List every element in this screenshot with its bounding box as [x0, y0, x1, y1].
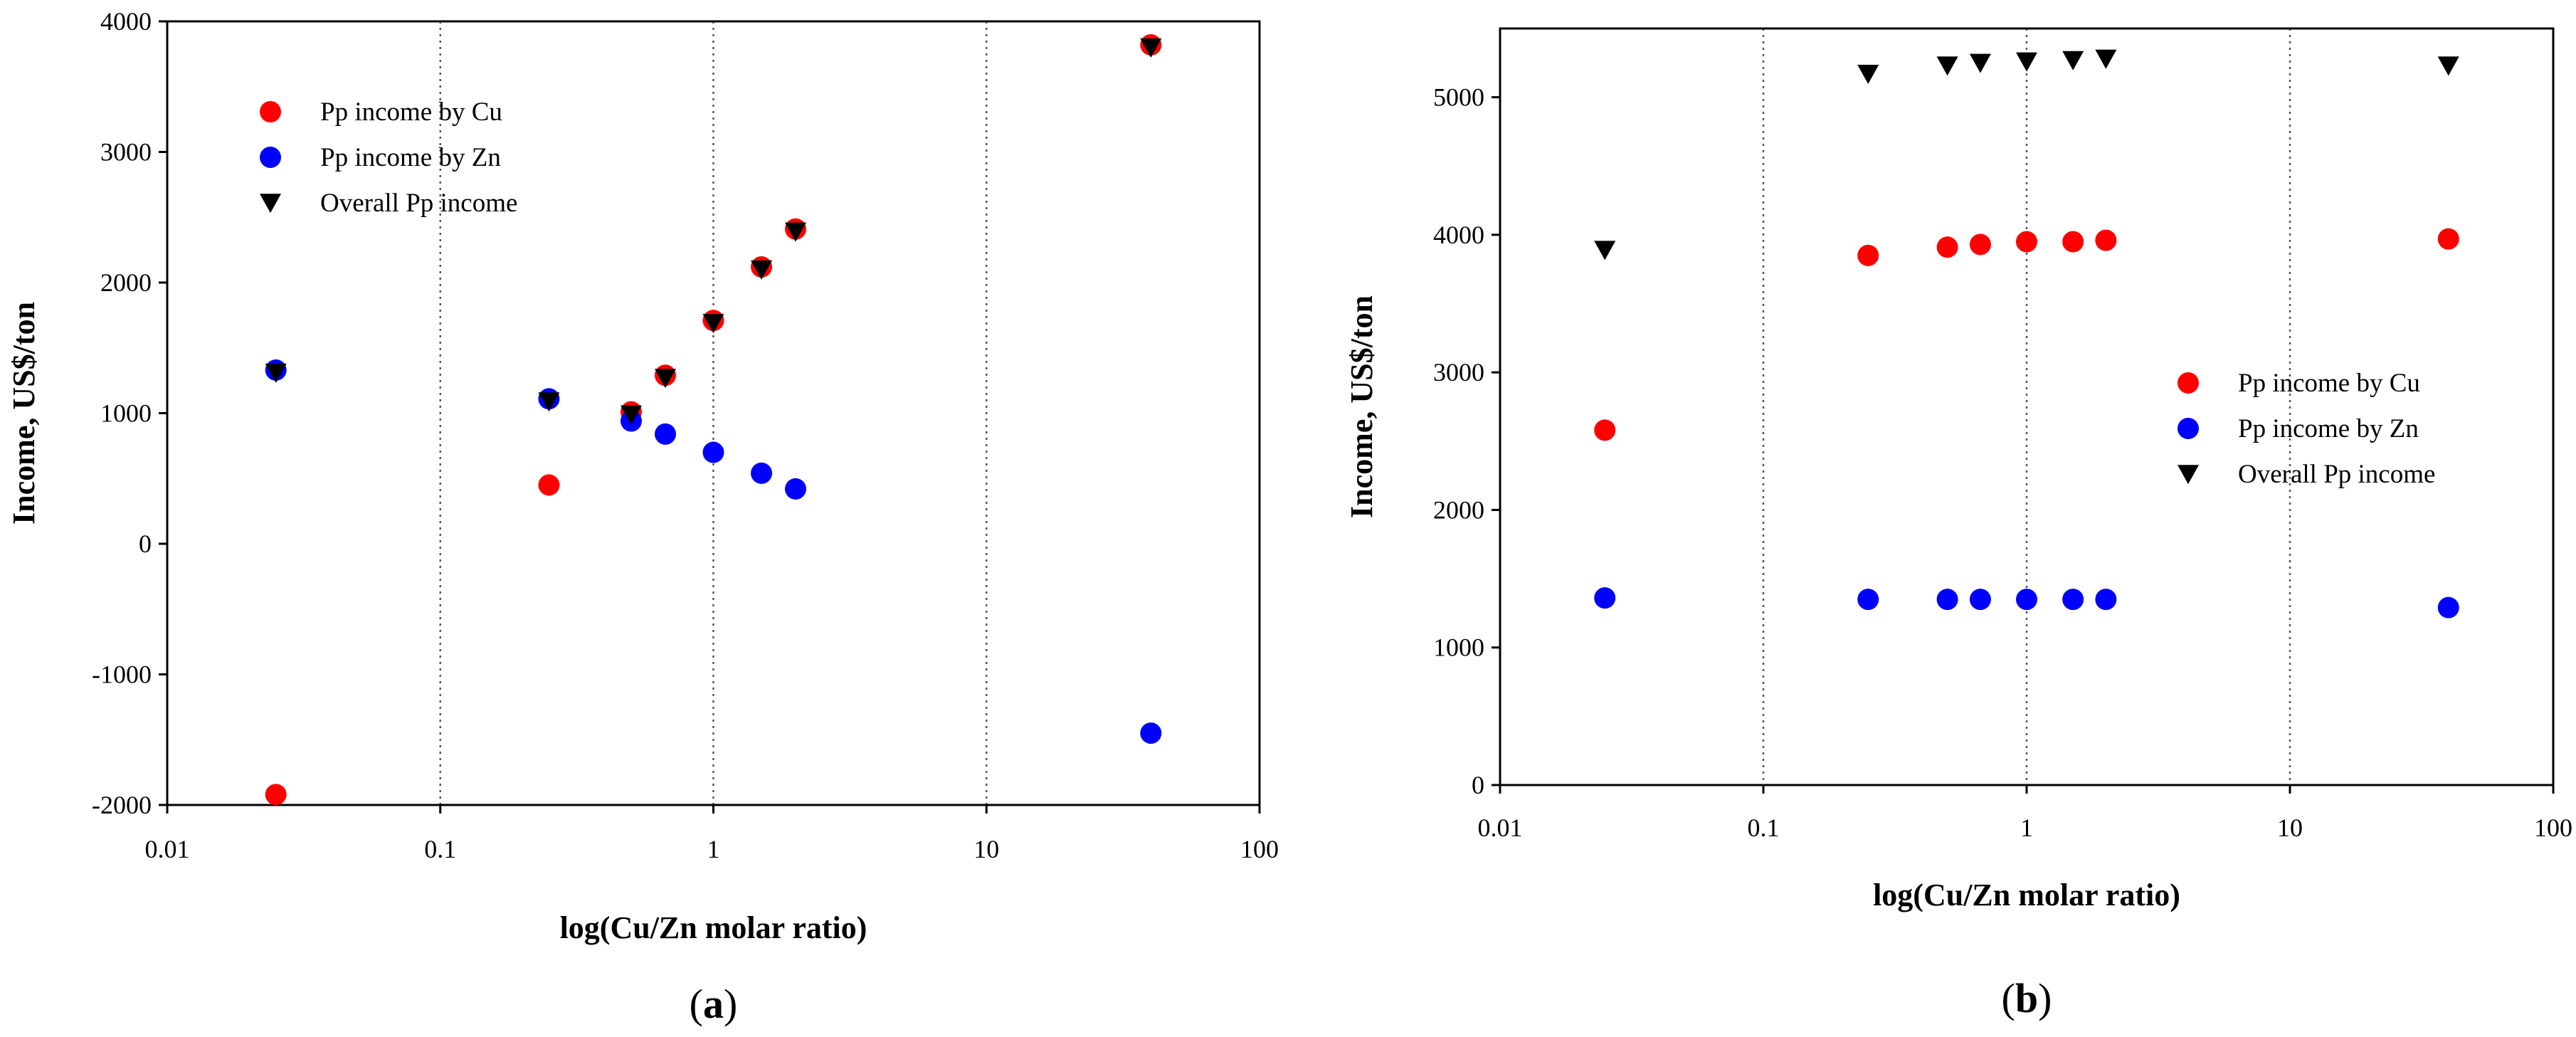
x-tick-label: 100: [1240, 835, 1279, 863]
data-point-pp-income-by-cu: [1936, 236, 1958, 258]
y-tick-label: 2000: [100, 268, 152, 297]
y-axis-title: Income, US$/ton: [1344, 295, 1379, 518]
y-axis-title: Income, US$/ton: [6, 302, 41, 525]
data-point-pp-income-by-cu: [2016, 231, 2037, 253]
y-tick-label: 4000: [1433, 221, 1484, 249]
y-tick-label: 5000: [1433, 83, 1484, 112]
y-tick-label: 0: [139, 530, 152, 558]
legend-label: Overall Pp income: [2238, 460, 2435, 489]
x-tick-label: 10: [973, 835, 999, 863]
data-point-pp-income-by-zn: [702, 441, 724, 463]
data-point-pp-income-by-cu: [2437, 228, 2459, 250]
data-point-overall-pp-income: [751, 260, 773, 280]
data-point-pp-income-by-zn: [1594, 587, 1616, 609]
data-point-pp-income-by-cu: [1969, 233, 1991, 256]
data-point-pp-income-by-cu: [265, 784, 287, 806]
data-point-overall-pp-income: [1936, 56, 1958, 76]
data-point-overall-pp-income: [2437, 56, 2459, 76]
y-tick-label: 0: [1472, 771, 1484, 799]
data-point-pp-income-by-zn: [751, 462, 773, 484]
data-point-overall-pp-income: [538, 392, 560, 412]
x-tick-label: 0.01: [145, 835, 190, 863]
chart-panel-b: 0.01 0.1 1 10 100010002000300040005000log(Cu…: [1344, 27, 2572, 1021]
data-point-pp-income-by-zn: [785, 478, 807, 500]
data-point-pp-income-by-cu: [2062, 231, 2084, 253]
y-tick-label: 3000: [100, 138, 152, 167]
data-point-pp-income-by-cu: [2095, 229, 2117, 251]
legend-label: Pp income by Cu: [320, 98, 502, 127]
data-point-overall-pp-income: [1594, 241, 1616, 260]
y-tick-label: -1000: [92, 660, 152, 689]
data-point-pp-income-by-zn: [655, 423, 677, 445]
data-point-pp-income-by-cu: [1594, 419, 1616, 441]
legend-marker: [260, 194, 281, 214]
data-point-overall-pp-income: [1140, 38, 1162, 58]
data-point-overall-pp-income: [2016, 52, 2037, 72]
chart-panel-a: 0.01 0.1 1 10 100 -2000 -1000 0 1000 2000 3000 4000…: [6, 7, 1279, 1027]
x-axis-title: log(Cu/Zn molar ratio): [560, 910, 867, 945]
y-tick-label: 3000: [1433, 358, 1484, 386]
data-point-overall-pp-income: [1969, 53, 1991, 73]
data-point-pp-income-by-zn: [2095, 589, 2117, 611]
data-point-overall-pp-income: [265, 363, 287, 383]
data-point-pp-income-by-cu: [538, 474, 560, 496]
y-tick-label: -2000: [92, 791, 152, 819]
x-tick-label: 10: [2277, 814, 2303, 842]
y-tick-label: 1000: [100, 399, 152, 428]
legend-label: Pp income by Zn: [320, 143, 501, 172]
legend: Pp income by Cu Pp income by Zn Overall Pp…: [2178, 369, 2435, 489]
legend-marker: [2178, 465, 2199, 485]
y-tick-label: 2000: [1433, 495, 1484, 524]
legend-marker: [2178, 418, 2199, 439]
data-point-pp-income-by-zn: [2437, 596, 2459, 618]
data-point-overall-pp-income: [1857, 65, 1879, 85]
x-tick-label: 0.1: [1748, 814, 1780, 842]
x-tick-label: 1: [2020, 814, 2033, 842]
panel-label: (b): [2002, 975, 2052, 1021]
legend-marker: [260, 147, 281, 168]
x-axis-title: log(Cu/Zn molar ratio): [1873, 878, 2180, 912]
data-point-overall-pp-income: [785, 222, 807, 242]
y-tick-label: 4000: [100, 7, 152, 36]
legend-label: Overall Pp income: [320, 189, 517, 218]
panel-label: (a): [690, 981, 738, 1027]
data-point-overall-pp-income: [655, 369, 677, 389]
data-point-pp-income-by-zn: [1140, 722, 1162, 744]
data-point-pp-income-by-zn: [1857, 589, 1879, 611]
data-point-overall-pp-income: [702, 314, 724, 334]
x-tick-label: 1: [707, 835, 720, 863]
data-point-overall-pp-income: [2062, 51, 2084, 70]
data-point-pp-income-by-cu: [1857, 244, 1879, 266]
x-tick-label: 0.1: [424, 835, 456, 863]
data-point-overall-pp-income: [2095, 49, 2117, 69]
data-point-overall-pp-income: [620, 405, 642, 425]
data-point-pp-income-by-zn: [2016, 589, 2037, 611]
legend: Pp income by Cu Pp income by Zn Overall Pp…: [260, 98, 517, 218]
legend-marker: [260, 101, 281, 122]
legend-marker: [2178, 372, 2199, 394]
legend-label: Pp income by Zn: [2238, 414, 2419, 443]
data-point-pp-income-by-zn: [1969, 589, 1991, 611]
y-tick-label: 1000: [1433, 633, 1484, 662]
data-point-pp-income-by-zn: [2062, 589, 2084, 611]
x-tick-label: 0.01: [1478, 814, 1523, 842]
x-tick-label: 100: [2534, 814, 2572, 842]
legend-label: Pp income by Cu: [2238, 369, 2420, 398]
data-point-pp-income-by-zn: [1936, 589, 1958, 611]
